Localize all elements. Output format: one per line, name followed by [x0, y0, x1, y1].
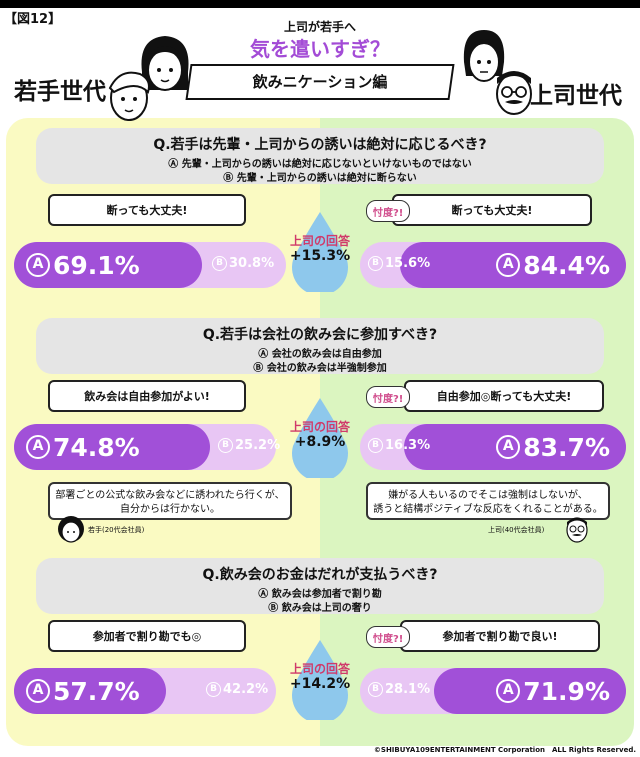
q2-boss-bar-a: A 83.7% — [404, 424, 626, 470]
q2-boss-b: B 16.3% — [368, 438, 430, 453]
boss-woman-icon — [463, 30, 505, 82]
young-generation-label: 若手世代 — [14, 79, 106, 105]
q3-young-bar-a: A 57.7% — [14, 668, 166, 714]
boss-comment-line-2: 誘うと結構ポジティブな反応をくれることがある。 — [373, 504, 603, 515]
question-1-box: Q.若手は先輩・上司からの誘いは絶対に応じるべき? Ⓐ 先輩・上司からの誘いは絶… — [36, 128, 604, 184]
q1-answer-label: 上司の回答 — [289, 234, 350, 248]
q3-sontaku-badge: 忖度?! — [366, 626, 411, 648]
young-man-icon — [108, 71, 150, 121]
figure-label: 【図12】 — [4, 12, 62, 27]
ribbon-label: 飲みニケーション編 — [252, 73, 388, 91]
young-comment-line-2: 自分からは行かない。 — [120, 504, 220, 515]
q3-young-a-value: 57.7% — [53, 676, 140, 706]
option-a-icon: A — [26, 253, 50, 277]
question-3-option-b: Ⓑ 飲み会は上司の奢り — [268, 603, 372, 614]
option-a-icon: A — [496, 435, 521, 459]
young-commenter-icon — [58, 516, 84, 543]
question-2-option-a: Ⓐ 会社の飲み会は自由参加 — [258, 349, 382, 360]
header-title: 気を遣いすぎ？ — [250, 37, 390, 61]
q1-young-b-value: 30.8% — [229, 256, 275, 271]
q1-young-bubble: 断っても大丈夫! — [48, 194, 246, 226]
q2-young-b-value: 25.2% — [235, 438, 281, 453]
question-2-title: Q.若手は会社の飲み会に参加すべき? — [202, 327, 438, 343]
q2-water-drop-icon — [292, 398, 348, 478]
q3-young-b-value: 42.2% — [223, 682, 269, 697]
q2-boss-b-value: 16.3% — [385, 438, 431, 453]
q1-boss-b: B 15.6% — [368, 256, 430, 271]
q3-boss-a-value: 71.9% — [523, 676, 610, 706]
q2-diff-value: +8.9% — [294, 434, 346, 450]
question-1-title: Q.若手は先輩・上司からの誘いは絶対に応じるべき? — [153, 137, 487, 153]
q3-boss-bubble: 参加者で割り勘で良い! — [400, 620, 600, 652]
option-a-icon: A — [26, 679, 50, 703]
option-b-icon: B — [368, 682, 383, 697]
boss-comment-line-1: 嫌がる人もいるのでそこは強制はしないが、 — [388, 490, 588, 501]
q3-young-bubble: 参加者で割り勘でも◎ — [48, 620, 246, 652]
question-1-option-b: Ⓑ 先輩・上司からの誘いは絶対に断らない — [223, 173, 417, 184]
boss-generation-label: 上司世代 — [530, 83, 622, 109]
q1-boss-bar-a: A 84.4% — [400, 242, 626, 288]
q2-sontaku-badge: 忖度?! — [366, 386, 411, 408]
q2-young-a-value: 74.8% — [53, 432, 140, 462]
q3-young-b: B 42.2% — [206, 682, 268, 697]
option-b-icon: B — [206, 682, 221, 697]
option-a-icon: A — [496, 679, 521, 703]
q3-answer-label: 上司の回答 — [289, 662, 350, 676]
question-3-option-a: Ⓐ 飲み会は参加者で割り勘 — [258, 589, 382, 600]
q1-young-bar-a: A 69.1% — [14, 242, 202, 288]
q3-boss-b: B 28.1% — [368, 682, 430, 697]
q2-boss-bubble: 自由参加◎断っても大丈夫! — [404, 380, 604, 412]
question-3-box: Q.飲み会のお金はだれが支払うべき? Ⓐ 飲み会は参加者で割り勘 Ⓑ 飲み会は上… — [36, 558, 604, 614]
young-speaker: 若手(20代会社員) — [88, 526, 145, 534]
question-1-option-a: Ⓐ 先輩・上司からの誘いは絶対に応じないといけないものではない — [168, 159, 472, 170]
young-woman-icon — [141, 36, 189, 91]
boss-comment: 嫌がる人もいるのでそこは強制はしないが、 誘うと結構ポジティブな反応をくれること… — [366, 482, 610, 520]
q2-answer-label: 上司の回答 — [289, 420, 350, 434]
option-b-icon: B — [212, 256, 227, 271]
q2-boss-a-value: 83.7% — [523, 432, 610, 462]
copyright: ©SHIBUYA109ENTERTAINMENT Corporation ALL… — [373, 746, 636, 754]
question-3-title: Q.飲み会のお金はだれが支払うべき? — [202, 567, 438, 583]
q3-boss-b-value: 28.1% — [385, 682, 431, 697]
q1-sontaku-badge: 忖度?! — [366, 200, 411, 222]
q1-boss-b-value: 15.6% — [385, 256, 431, 271]
boss-commenter-icon — [566, 517, 588, 543]
option-a-icon: A — [26, 435, 50, 459]
top-bar — [0, 0, 640, 8]
q3-diff-value: +14.2% — [289, 676, 351, 692]
young-comment-line-1: 部署ごとの公式な飲み会などに誘われたら行くが、 — [55, 490, 285, 501]
question-2-box: Q.若手は会社の飲み会に参加すべき? Ⓐ 会社の飲み会は自由参加 Ⓑ 会社の飲み… — [36, 318, 604, 374]
q1-young-b: B 30.8% — [212, 256, 274, 271]
q2-young-bubble: 飲み会は自由参加がよい! — [48, 380, 246, 412]
option-b-icon: B — [368, 438, 383, 453]
header-subtitle: 上司が若手へ — [283, 20, 356, 34]
q3-water-drop-icon — [292, 640, 348, 720]
q1-water-drop-icon — [292, 212, 348, 292]
q1-young-a-value: 69.1% — [53, 250, 140, 280]
option-a-icon: A — [496, 253, 521, 277]
question-2-option-b: Ⓑ 会社の飲み会は半強制参加 — [253, 363, 387, 374]
option-b-icon: B — [368, 256, 383, 271]
boss-man-icon — [496, 71, 532, 115]
option-b-icon: B — [218, 438, 233, 453]
boss-speaker: 上司(40代会社員) — [488, 526, 545, 534]
q1-boss-bubble: 断っても大丈夫! — [392, 194, 592, 226]
q1-boss-a-value: 84.4% — [523, 250, 610, 280]
q2-young-bar-a: A 74.8% — [14, 424, 210, 470]
q1-diff-value: +15.3% — [289, 248, 351, 264]
q3-boss-bar-a: A 71.9% — [434, 668, 626, 714]
q2-young-b: B 25.2% — [218, 438, 280, 453]
young-comment: 部署ごとの公式な飲み会などに誘われたら行くが、 自分からは行かない。 — [48, 482, 292, 520]
